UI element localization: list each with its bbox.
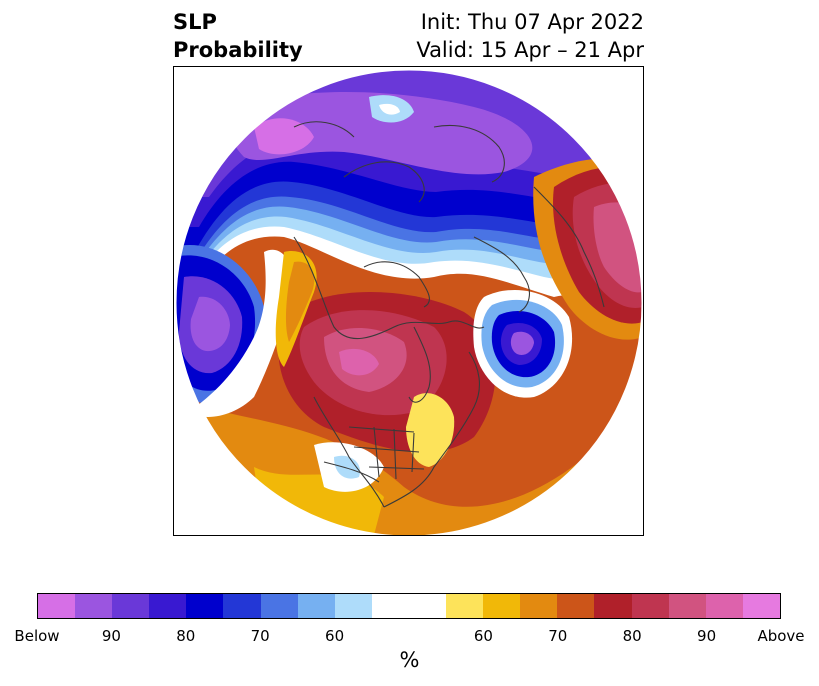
colorbar-tick-label: 70 [250,627,270,645]
colorbar-segment-above-1 [483,594,521,618]
colorbar-ticks: Below 90 80 70 60 60 70 80 90 Above [0,627,819,647]
globe-edge [175,69,643,535]
colorbar-segment-above-7 [705,594,743,618]
colorbar-label: % [399,648,420,672]
colorbar-segment-above-0 [446,594,484,618]
valid-range: Valid: 15 Apr – 21 Apr [416,38,644,62]
colorbar-segment-above-2 [520,594,558,618]
colorbar-tick-label: 70 [548,627,568,645]
colorbar-segment-above-8 [742,594,780,618]
init-date: Init: Thu 07 Apr 2022 [420,10,644,34]
colorbar-segment-below-8 [334,594,372,618]
colorbar-tick-label: Above [757,627,805,645]
colorbar-segment-above-5 [631,594,669,618]
colorbar-segment-above-4 [594,594,632,618]
probability-field [176,70,642,535]
coastlines [293,121,605,508]
colorbar-tick-label: 90 [101,627,121,645]
colorbar-tick-label: 60 [325,627,345,645]
colorbar-segment-below-1 [75,594,113,618]
colorbar-segment-above-6 [668,594,706,618]
colorbar-segment-below-5 [223,594,261,618]
colorbar-segment-below-3 [149,594,187,618]
map-title-right: Init: Thu 07 Apr 2022 Valid: 15 Apr – 21… [416,8,644,64]
colorbar-tick-label: 80 [176,627,196,645]
colorbar-segment-below-7 [297,594,335,618]
colorbar-segment-below-0 [38,594,76,618]
map-panel [173,66,644,536]
polar-projection-map [175,69,643,535]
colorbar-tick-label: 80 [622,627,642,645]
colorbar-segment-below-4 [186,594,224,618]
probability-colorbar [37,593,781,619]
colorbar-tick-label: Below [14,627,60,645]
colorbar-tick-label: 90 [697,627,717,645]
colorbar-segment-above-3 [557,594,595,618]
title-variable: SLP [173,10,217,34]
map-title-left: SLP Probability [173,8,303,64]
colorbar-segment-below-2 [112,594,150,618]
colorbar-tick-label: 60 [473,627,493,645]
colorbar-segment-neutral [371,594,447,618]
colorbar-segment-below-6 [260,594,298,618]
title-quantity: Probability [173,38,303,62]
